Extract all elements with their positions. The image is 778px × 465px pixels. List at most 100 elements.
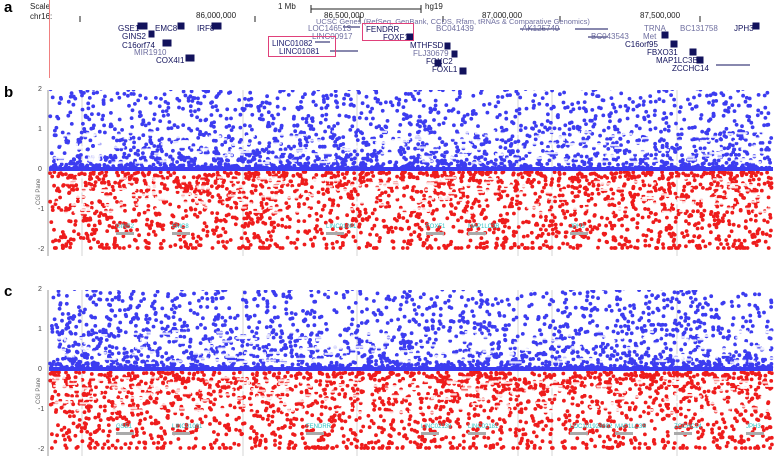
positive-point bbox=[191, 96, 196, 100]
negative-point bbox=[117, 246, 122, 250]
negative-point bbox=[553, 199, 557, 204]
value-label bbox=[272, 194, 286, 197]
gene-label: MAP1LC3B bbox=[656, 56, 698, 65]
value-label bbox=[576, 202, 591, 205]
positive-point bbox=[276, 112, 281, 117]
negative-point bbox=[162, 200, 167, 205]
positive-point bbox=[115, 147, 120, 152]
value-label bbox=[557, 135, 568, 138]
gene-bar bbox=[426, 232, 444, 235]
negative-point bbox=[374, 233, 379, 237]
negative-point bbox=[285, 214, 290, 219]
positive-point bbox=[748, 142, 752, 147]
negative-point bbox=[552, 170, 557, 175]
value-label bbox=[55, 137, 65, 140]
negative-point bbox=[216, 240, 221, 245]
negative-point bbox=[427, 200, 432, 205]
positive-point bbox=[51, 163, 56, 168]
value-label bbox=[396, 143, 406, 146]
value-label bbox=[58, 159, 67, 162]
positive-point bbox=[404, 113, 409, 118]
positive-point bbox=[324, 93, 329, 98]
positive-point bbox=[513, 140, 518, 144]
negative-point bbox=[253, 188, 258, 193]
negative-point bbox=[174, 185, 179, 190]
value-label bbox=[622, 132, 633, 135]
positive-point bbox=[733, 153, 738, 157]
negative-point bbox=[538, 215, 543, 219]
negative-point bbox=[204, 177, 209, 182]
negative-point bbox=[175, 180, 180, 185]
positive-point bbox=[109, 122, 113, 127]
negative-point bbox=[73, 222, 78, 227]
negative-point bbox=[402, 193, 406, 198]
negative-point bbox=[370, 226, 375, 231]
positive-point bbox=[94, 163, 99, 168]
value-label bbox=[72, 195, 85, 198]
positive-point bbox=[133, 102, 137, 106]
negative-point bbox=[349, 189, 354, 194]
negative-point bbox=[667, 183, 671, 187]
value-label bbox=[652, 197, 659, 200]
negative-point bbox=[358, 172, 363, 177]
negative-point bbox=[165, 175, 170, 180]
negative-point bbox=[216, 432, 221, 437]
negative-point bbox=[110, 184, 115, 189]
value-label bbox=[141, 148, 154, 151]
value-label bbox=[749, 155, 757, 158]
positive-point bbox=[443, 150, 448, 155]
negative-point bbox=[381, 218, 386, 223]
positive-point bbox=[164, 152, 169, 157]
value-label bbox=[593, 180, 607, 183]
positive-point bbox=[345, 153, 349, 157]
positive-point bbox=[424, 152, 428, 157]
positive-point bbox=[172, 163, 176, 168]
positive-point bbox=[482, 164, 486, 168]
value-label bbox=[89, 193, 98, 196]
negative-point bbox=[554, 234, 559, 239]
positive-point bbox=[638, 96, 643, 100]
positive-point bbox=[321, 136, 325, 141]
positive-point bbox=[748, 103, 752, 108]
positive-point bbox=[120, 299, 125, 303]
positive-point bbox=[662, 163, 667, 167]
positive-point bbox=[765, 146, 770, 150]
negative-point bbox=[583, 191, 588, 195]
negative-point bbox=[100, 180, 104, 185]
positive-point bbox=[237, 157, 241, 162]
value-label bbox=[712, 178, 724, 181]
negative-point bbox=[207, 173, 212, 177]
positive-point bbox=[226, 134, 231, 139]
value-label bbox=[149, 177, 162, 180]
positive-point bbox=[508, 93, 512, 97]
negative-point bbox=[61, 232, 66, 237]
value-label bbox=[691, 197, 706, 200]
positive-point bbox=[103, 155, 107, 160]
negative-point bbox=[530, 240, 535, 245]
negative-point bbox=[94, 385, 98, 390]
gene-label: TRNA bbox=[644, 24, 666, 33]
negative-point bbox=[405, 219, 410, 224]
negative-point bbox=[110, 225, 115, 230]
positive-point bbox=[595, 94, 599, 98]
positive-point bbox=[90, 112, 94, 116]
negative-point bbox=[88, 216, 92, 221]
value-label bbox=[53, 151, 63, 154]
positive-point bbox=[704, 158, 708, 163]
positive-point bbox=[437, 90, 441, 92]
value-label bbox=[366, 181, 376, 184]
positive-point bbox=[398, 123, 403, 127]
negative-point bbox=[328, 211, 333, 215]
negative-point bbox=[81, 218, 86, 223]
negative-point bbox=[244, 216, 249, 221]
positive-point bbox=[721, 113, 726, 118]
negative-point bbox=[358, 175, 363, 180]
positive-point bbox=[635, 138, 640, 143]
negative-point bbox=[725, 242, 730, 247]
negative-point bbox=[702, 170, 707, 175]
negative-point bbox=[302, 202, 307, 206]
positive-point bbox=[679, 163, 684, 168]
negative-point bbox=[401, 216, 406, 220]
positive-point bbox=[713, 92, 718, 97]
negative-point bbox=[726, 171, 731, 175]
